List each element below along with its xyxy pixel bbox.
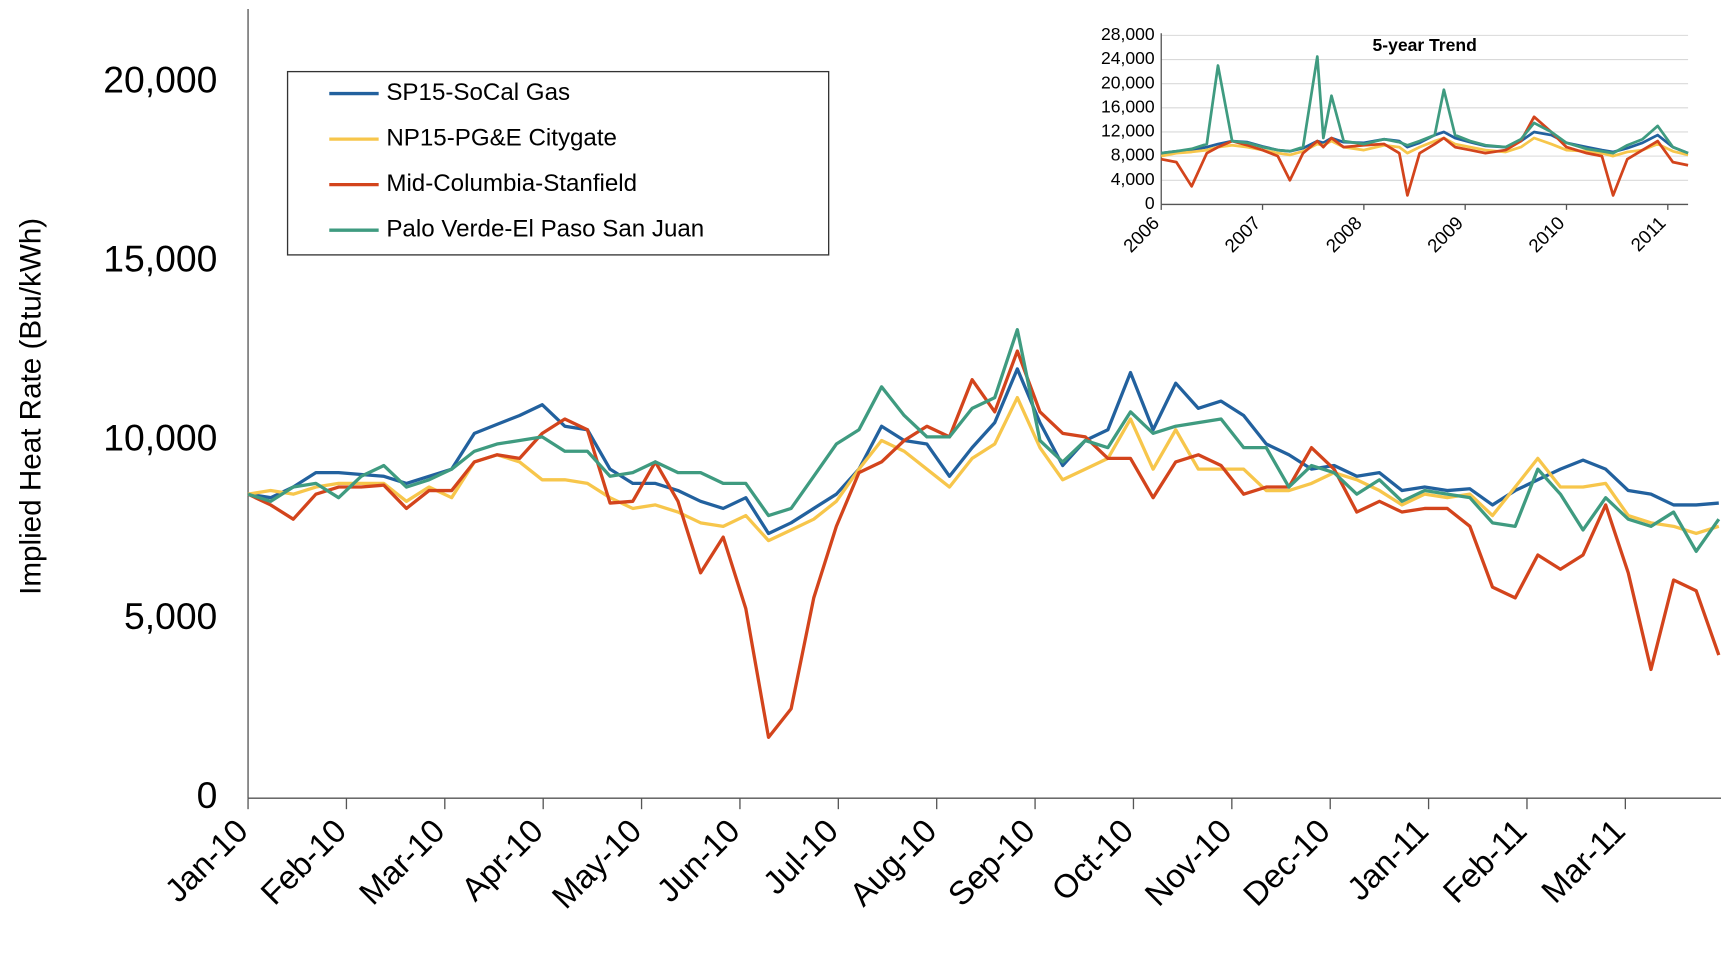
- series-line: [1160, 115, 1689, 197]
- y-tick-label: 20,000: [1101, 72, 1155, 92]
- inset-title: 5-year Trend: [1372, 35, 1476, 55]
- y-tick-label: 5,000: [124, 595, 217, 637]
- y-tick-label: 15,000: [103, 237, 217, 279]
- y-axis-title: Implied Heat Rate (Btu/kWh): [15, 218, 48, 595]
- y-tick-label: 28,000: [1101, 24, 1155, 44]
- series-line: [247, 367, 1719, 536]
- y-tick-label: 0: [1145, 193, 1155, 213]
- y-tick-label: 10,000: [103, 416, 217, 458]
- y-tick-label: 4,000: [1111, 169, 1155, 189]
- series-line: [1161, 55, 1689, 155]
- legend-frame: [286, 70, 830, 256]
- y-tick-label: 0: [197, 774, 218, 816]
- y-tick-label: 16,000: [1101, 96, 1155, 116]
- legend-label: SP15-SoCal Gas: [386, 79, 570, 106]
- series-line: [247, 327, 1721, 554]
- series-line: [247, 349, 1721, 740]
- y-tick-label: 12,000: [1101, 121, 1155, 141]
- legend-label: Palo Verde-El Paso San Juan: [386, 216, 704, 243]
- series-line: [1160, 136, 1689, 158]
- y-tick-label: 8,000: [1111, 145, 1155, 165]
- legend-label: Mid-Columbia-Stanfield: [386, 170, 637, 197]
- y-tick-label: 20,000: [103, 59, 217, 101]
- y-tick-label: 24,000: [1101, 48, 1155, 68]
- legend-label: NP15-PG&E Citygate: [386, 124, 617, 151]
